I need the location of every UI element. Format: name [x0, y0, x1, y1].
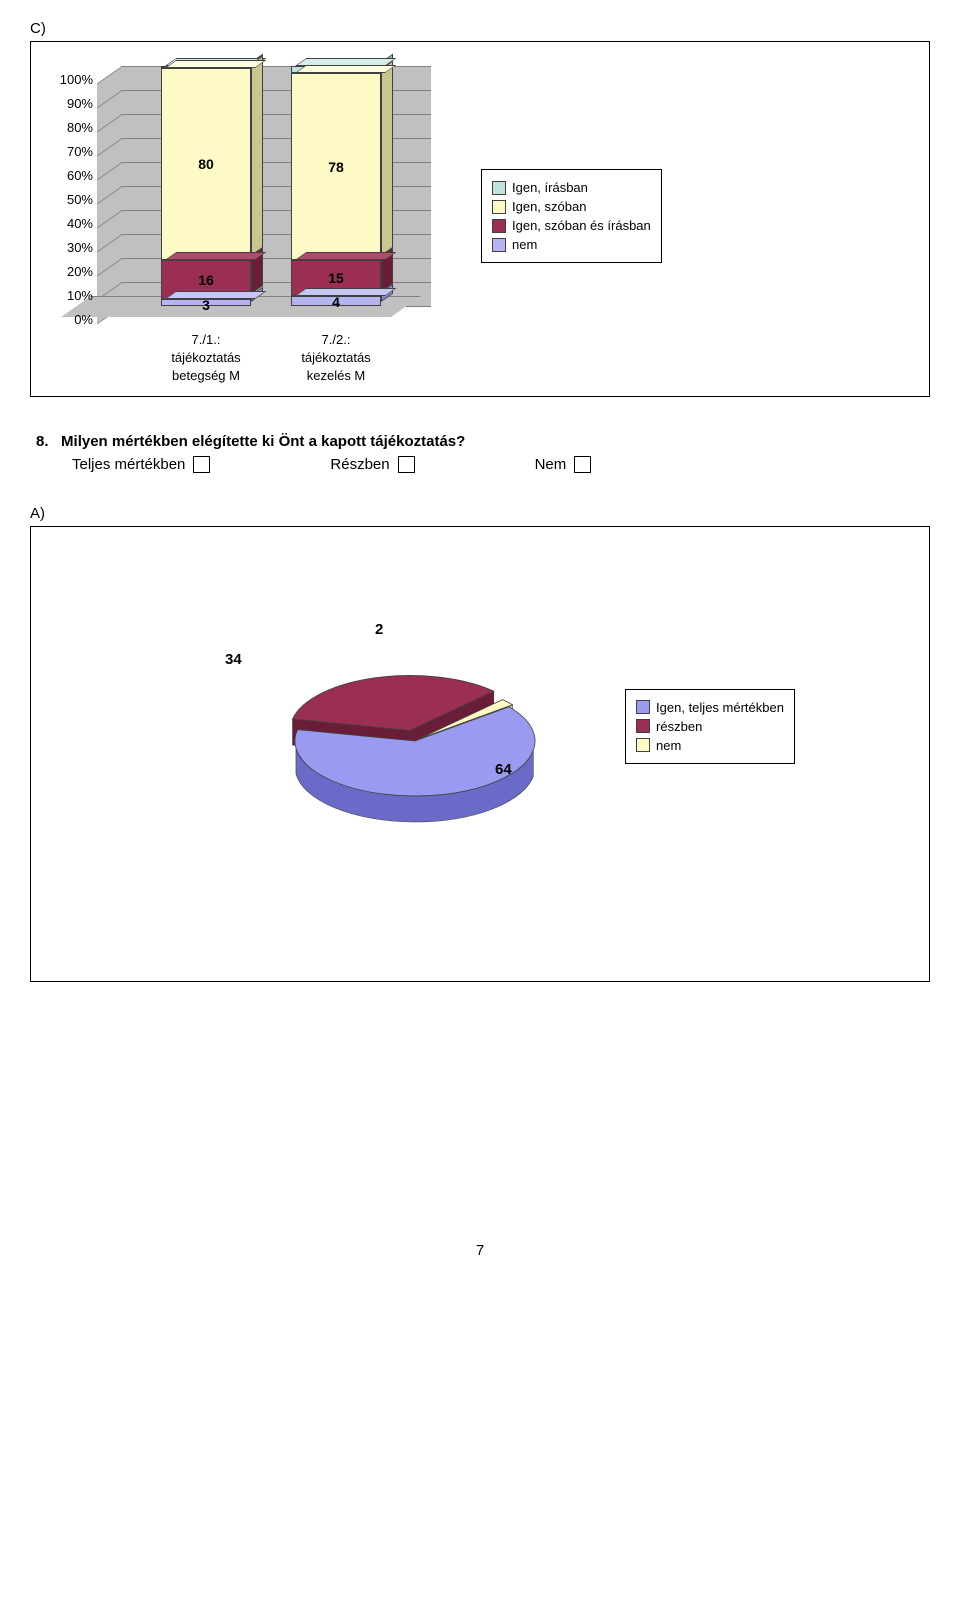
bar-value-label: 80 [161, 156, 251, 172]
bar-chart-plot: 0%10%20%30%40%50%60%70%80%90%100% 180163… [51, 56, 451, 376]
question-row: 8. Milyen mértékben elégítette ki Önt a … [36, 433, 930, 450]
answer-option: Teljes mértékben [72, 456, 210, 473]
legend-label: nem [512, 237, 537, 252]
bar-segment: 4 [291, 296, 381, 306]
legend-swatch [492, 200, 506, 214]
y-tick-label: 20% [51, 264, 93, 279]
y-tick-label: 70% [51, 144, 93, 159]
bar-value-label: 78 [291, 159, 381, 175]
legend-swatch [636, 719, 650, 733]
bar-segment: 78 [291, 73, 381, 260]
bar-column: 378154 [291, 66, 381, 306]
x-category-label: 7./1.:tájékoztatásbetegség M [146, 331, 266, 386]
bar-segment: 80 [161, 68, 251, 260]
question-text: Milyen mértékben elégítette ki Önt a kap… [61, 433, 465, 450]
page-number: 7 [30, 1242, 930, 1259]
pie-chart-plot: 64 34 2 [165, 621, 585, 831]
legend-item: nem [492, 235, 651, 254]
answer-option: Részben [330, 456, 414, 473]
pie-value-label: 2 [375, 621, 383, 638]
legend-swatch [636, 700, 650, 714]
y-tick-label: 0% [51, 312, 93, 327]
question-options: Teljes mértékben Részben Nem [72, 456, 930, 473]
legend-swatch [492, 219, 506, 233]
pie-value-label: 64 [495, 761, 512, 778]
answer-label: Részben [330, 456, 389, 473]
y-tick-label: 50% [51, 192, 93, 207]
pie-value-label: 34 [225, 651, 242, 668]
legend-item: nem [636, 736, 784, 755]
x-category-label: 7./2.:tájékoztatáskezelés M [276, 331, 396, 386]
bar-chart-frame: 0%10%20%30%40%50%60%70%80%90%100% 180163… [30, 41, 930, 397]
legend-label: Igen, írásban [512, 180, 588, 195]
answer-label: Teljes mértékben [72, 456, 185, 473]
answer-option: Nem [535, 456, 592, 473]
bar-value-label: 3 [161, 297, 251, 313]
legend-item: Igen, szóban és írásban [492, 216, 651, 235]
y-tick-label: 100% [51, 72, 93, 87]
answer-label: Nem [535, 456, 567, 473]
y-tick-label: 40% [51, 216, 93, 231]
checkbox[interactable] [193, 456, 210, 473]
checkbox[interactable] [398, 456, 415, 473]
legend-label: részben [656, 719, 702, 734]
question-number: 8. [36, 433, 49, 450]
legend-item: Igen, teljes mértékben [636, 698, 784, 717]
y-tick-label: 80% [51, 120, 93, 135]
legend-item: Igen, írásban [492, 178, 651, 197]
pie-chart-frame: 64 34 2 Igen, teljes mértékben részben nem [30, 526, 930, 982]
bar-column: 180163 [161, 66, 251, 306]
y-tick-label: 60% [51, 168, 93, 183]
legend-label: nem [656, 738, 681, 753]
legend-item: részben [636, 717, 784, 736]
bar-chart-legend: Igen, írásban Igen, szóban Igen, szóban és… [481, 169, 662, 263]
bar-value-label: 4 [291, 294, 381, 310]
checkbox[interactable] [574, 456, 591, 473]
bar-value-label: 15 [291, 270, 381, 286]
bar-value-label: 16 [161, 272, 251, 288]
y-tick-label: 90% [51, 96, 93, 111]
legend-item: Igen, szóban [492, 197, 651, 216]
y-tick-label: 30% [51, 240, 93, 255]
y-tick-label: 10% [51, 288, 93, 303]
pie-chart-legend: Igen, teljes mértékben részben nem [625, 689, 795, 764]
legend-label: Igen, szóban és írásban [512, 218, 651, 233]
legend-label: Igen, teljes mértékben [656, 700, 784, 715]
bar-segment: 3 [161, 299, 251, 306]
legend-swatch [636, 738, 650, 752]
section-a-label: A) [30, 505, 930, 522]
legend-label: Igen, szóban [512, 199, 586, 214]
legend-swatch [492, 181, 506, 195]
legend-swatch [492, 238, 506, 252]
section-c-label: C) [30, 20, 930, 37]
